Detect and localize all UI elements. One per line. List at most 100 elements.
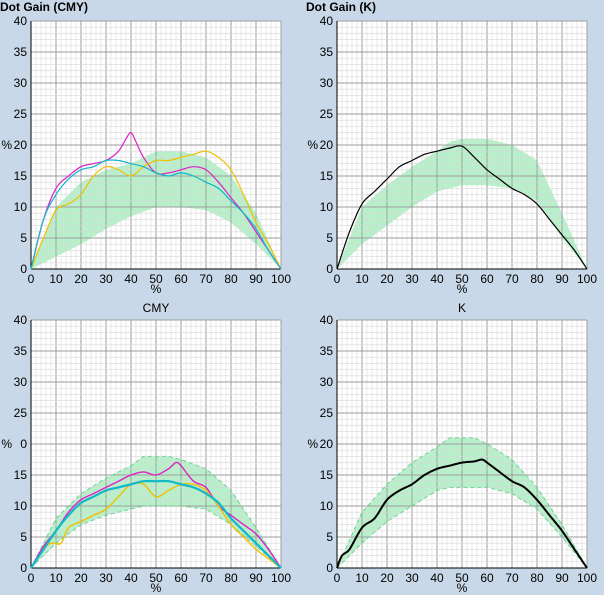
y-tick-label: 30 bbox=[14, 375, 28, 389]
series-line-magenta bbox=[30, 131, 282, 270]
y-tick-label: 5 bbox=[326, 530, 333, 544]
y-tick-label: 30 bbox=[320, 375, 334, 389]
series-line-cyan bbox=[30, 479, 282, 569]
y-tick-label: 15 bbox=[14, 169, 28, 183]
y-tick-label: 40 bbox=[14, 313, 28, 327]
x-axis-label: % bbox=[151, 581, 162, 595]
x-tick-label: 90 bbox=[249, 571, 263, 585]
y-tick-label: 0 bbox=[20, 437, 27, 451]
x-tick-label: 70 bbox=[505, 272, 519, 286]
x-tick-label: 100 bbox=[271, 571, 291, 585]
x-tick-label: 20 bbox=[74, 272, 88, 286]
y-tick-label: 25 bbox=[14, 107, 28, 121]
x-tick-label: 10 bbox=[355, 571, 369, 585]
y-tick-label: 10 bbox=[14, 200, 28, 214]
x-tick-label: 30 bbox=[99, 272, 113, 286]
y-tick-label: 25 bbox=[14, 406, 28, 420]
grid bbox=[336, 20, 588, 270]
y-tick-label: 25 bbox=[320, 406, 334, 420]
chart-panel-2: 0 5 10 15 20 25 30 35 40% 0 10 20 30 40 50 60 70 80 90 100%… bbox=[306, 0, 597, 296]
x-tick-label: 90 bbox=[555, 571, 569, 585]
x-tick-label: 10 bbox=[355, 272, 369, 286]
series-line-yellow bbox=[30, 150, 282, 270]
series-line-yellow bbox=[30, 482, 282, 569]
y-tick-label: 35 bbox=[320, 344, 334, 358]
chart-title: Dot Gain (CMY) bbox=[0, 0, 88, 14]
tolerance-band bbox=[31, 151, 281, 269]
y-tick-label: 40 bbox=[14, 14, 28, 28]
x-tick-label: 20 bbox=[380, 571, 394, 585]
y-tick-label: 30 bbox=[320, 76, 334, 90]
x-tick-label: 60 bbox=[174, 571, 188, 585]
series-line-black bbox=[336, 458, 588, 569]
tolerance-upper-edge bbox=[336, 437, 588, 569]
y-tick-label: 15 bbox=[320, 169, 334, 183]
chart-panel-4: 0 5 10 15 20 25 30 35 40% 0 10 20 30 40 50 60 70 80 90 100%… bbox=[307, 301, 597, 595]
x-tick-label: 10 bbox=[49, 272, 63, 286]
x-tick-label: 40 bbox=[124, 272, 138, 286]
y-tick-label: 40 bbox=[320, 14, 334, 28]
x-tick-label: 60 bbox=[174, 272, 188, 286]
x-tick-label: 30 bbox=[405, 571, 419, 585]
x-tick-label: 80 bbox=[224, 272, 238, 286]
y-tick-label: 5 bbox=[20, 231, 27, 245]
tolerance-lower-edge bbox=[336, 486, 588, 569]
series-line-cyan bbox=[30, 159, 282, 270]
chart-panel-1: 0 5 10 15 20 25 30 35 40% 0 10 20 30 40 50 60 70 80 90 100%… bbox=[0, 0, 291, 296]
y-axis-label: % bbox=[307, 437, 318, 451]
y-axis-label: % bbox=[1, 138, 12, 152]
x-tick-label: 20 bbox=[380, 272, 394, 286]
x-tick-label: 100 bbox=[271, 272, 291, 286]
x-tick-label: 80 bbox=[530, 571, 544, 585]
x-tick-label: 50 bbox=[149, 272, 163, 286]
x-tick-label: 100 bbox=[577, 272, 597, 286]
x-tick-label: 60 bbox=[480, 272, 494, 286]
x-tick-label: 80 bbox=[224, 571, 238, 585]
y-tick-label: 20 bbox=[320, 138, 334, 152]
x-tick-label: 70 bbox=[199, 571, 213, 585]
y-tick-label: 35 bbox=[320, 45, 334, 59]
x-axis-label: % bbox=[457, 581, 468, 595]
y-axis-label: % bbox=[307, 138, 318, 152]
x-tick-label: 0 bbox=[334, 571, 341, 585]
y-tick-label: 0 bbox=[326, 561, 333, 575]
y-tick-label: 0 bbox=[20, 561, 27, 575]
x-tick-label: 0 bbox=[334, 272, 341, 286]
x-tick-label: 50 bbox=[149, 571, 163, 585]
grid bbox=[30, 319, 282, 569]
y-tick-label: 5 bbox=[326, 231, 333, 245]
tolerance-band bbox=[337, 138, 587, 269]
x-tick-label: 50 bbox=[455, 571, 469, 585]
x-tick-label: 40 bbox=[124, 571, 138, 585]
x-tick-label: 70 bbox=[505, 571, 519, 585]
y-tick-label: 10 bbox=[14, 499, 28, 513]
x-tick-label: 90 bbox=[555, 272, 569, 286]
y-tick-label: 0 bbox=[20, 262, 27, 276]
y-tick-label: 35 bbox=[14, 45, 28, 59]
x-tick-label: 90 bbox=[249, 272, 263, 286]
y-tick-label: 35 bbox=[14, 344, 28, 358]
y-tick-label: 30 bbox=[14, 76, 28, 90]
y-tick-label: 25 bbox=[320, 107, 334, 121]
tolerance-upper-edge bbox=[30, 455, 282, 569]
y-tick-label: 20 bbox=[14, 138, 28, 152]
x-tick-label: 40 bbox=[430, 272, 444, 286]
x-tick-label: 80 bbox=[530, 272, 544, 286]
chart-title: CMY bbox=[143, 301, 170, 315]
x-axis-label: % bbox=[151, 282, 162, 296]
x-tick-label: 40 bbox=[430, 571, 444, 585]
x-tick-label: 50 bbox=[455, 272, 469, 286]
x-tick-label: 0 bbox=[28, 272, 35, 286]
x-tick-label: 0 bbox=[28, 571, 35, 585]
x-tick-label: 60 bbox=[480, 571, 494, 585]
chart-title: Dot Gain (K) bbox=[306, 0, 376, 14]
x-axis-label: % bbox=[457, 282, 468, 296]
tolerance-lower-edge bbox=[30, 505, 282, 569]
y-tick-label: 0 bbox=[326, 262, 333, 276]
x-tick-label: 10 bbox=[49, 571, 63, 585]
y-axis-label: % bbox=[1, 437, 12, 451]
y-tick-label: 40 bbox=[320, 313, 334, 327]
y-tick-label: 20 bbox=[320, 437, 334, 451]
x-tick-label: 30 bbox=[405, 272, 419, 286]
